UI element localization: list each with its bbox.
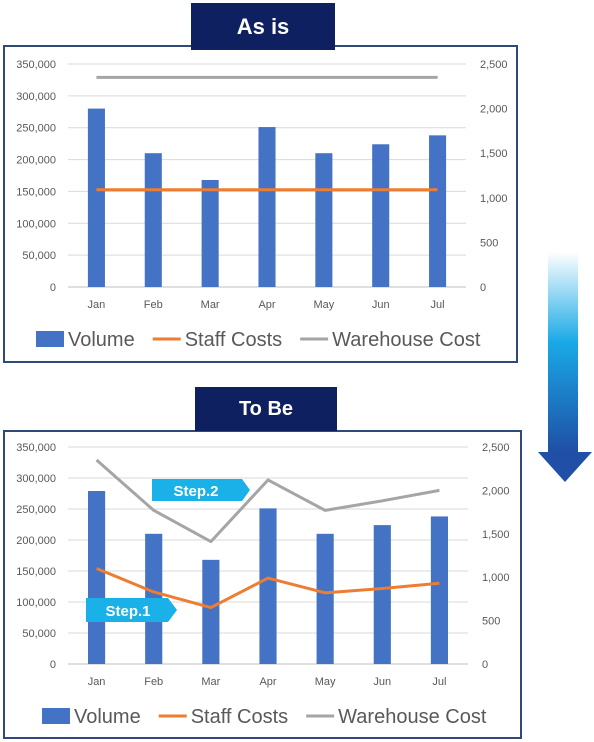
as-is-banner: As is (191, 3, 335, 50)
volume-bar (258, 127, 276, 287)
legend-label: Warehouse Cost (338, 706, 487, 728)
legend: Volume Staff Costs Warehouse Cost (36, 329, 481, 351)
x-tick-label: Apr (259, 676, 276, 688)
y2-tick-label: 1,000 (482, 572, 510, 584)
y2-tick-label: 2,000 (480, 104, 508, 116)
x-tick-label: Mar (201, 676, 220, 688)
y2-tick-label: 1,500 (482, 529, 510, 541)
y-tick-label: 350,000 (16, 59, 56, 71)
y-tick-label: 250,000 (16, 504, 56, 516)
x-tick-label: Jan (88, 676, 106, 688)
legend-label: Volume (74, 706, 141, 728)
volume-bar (373, 525, 391, 664)
y2-tick-label: 0 (480, 282, 486, 294)
y-tick-label: 300,000 (16, 473, 56, 485)
legend-swatch (42, 708, 70, 724)
legend-label: Volume (68, 329, 135, 351)
y2-tick-label: 2,500 (480, 59, 508, 71)
x-tick-label: Feb (144, 676, 163, 688)
x-tick-label: Jul (431, 299, 445, 311)
volume-bar (202, 559, 220, 664)
down-arrow-icon (538, 252, 592, 482)
x-tick-label: Jun (373, 676, 391, 688)
volume-bar (315, 153, 333, 287)
x-tick-label: Jul (432, 676, 446, 688)
volume-bar (145, 533, 163, 664)
x-tick-label: Mar (201, 299, 220, 311)
y-tick-label: 0 (50, 659, 56, 671)
volume-bar (372, 144, 390, 287)
staff-costs-line (96, 567, 440, 610)
x-tick-label: May (315, 676, 336, 688)
legend-label: Staff Costs (191, 706, 288, 728)
warehouse-cost-line (95, 458, 440, 544)
y-tick-label: 100,000 (16, 597, 56, 609)
x-tick-label: Feb (144, 299, 163, 311)
as-is-chart: 0 50,000 100,000 150,000 200,000 250,000 300,0… (16, 59, 508, 351)
y2-tick-label: 2,500 (482, 442, 510, 454)
volume-bar (429, 135, 447, 287)
y-tick-label: 0 (50, 282, 56, 294)
y-tick-label: 50,000 (22, 628, 56, 640)
volume-bar (88, 491, 106, 664)
legend: Volume Staff Costs Warehouse Cost (42, 706, 487, 728)
y-tick-label: 50,000 (22, 250, 56, 262)
volume-bar (144, 153, 162, 287)
y2-tick-label: 500 (480, 237, 498, 249)
y-tick-label: 250,000 (16, 123, 56, 135)
y-tick-label: 150,000 (16, 186, 56, 198)
volume-bar (259, 508, 277, 664)
y-tick-label: 100,000 (16, 218, 56, 230)
volume-bar (87, 108, 105, 287)
volume-bar (316, 533, 334, 664)
legend-label: Staff Costs (185, 329, 282, 351)
to-be-chart: 0 50,000 100,000 150,000 200,000 250,000 300,0… (16, 442, 510, 728)
y2-tick-label: 1,500 (480, 148, 508, 160)
x-tick-label: Jun (372, 299, 390, 311)
y-tick-label: 200,000 (16, 155, 56, 167)
x-tick-label: May (313, 299, 334, 311)
legend-label: Warehouse Cost (332, 329, 481, 351)
y-tick-label: 150,000 (16, 566, 56, 578)
y2-tick-label: 500 (482, 616, 500, 628)
y2-tick-label: 1,000 (480, 193, 508, 205)
x-tick-label: Apr (258, 299, 275, 311)
volume-bar (201, 179, 219, 287)
to-be-banner: To Be (195, 387, 337, 431)
y-tick-label: 350,000 (16, 442, 56, 454)
to-be-chart-panel: 0 50,000 100,000 150,000 200,000 250,000 300,0… (3, 430, 522, 739)
y-tick-label: 300,000 (16, 91, 56, 103)
y2-tick-label: 0 (482, 659, 488, 671)
y2-tick-label: 2,000 (482, 485, 510, 497)
legend-swatch (36, 331, 64, 347)
as-is-chart-panel: 0 50,000 100,000 150,000 200,000 250,000 300,0… (3, 45, 518, 363)
x-tick-label: Jan (88, 299, 106, 311)
y-tick-label: 200,000 (16, 535, 56, 547)
volume-bar (430, 516, 448, 664)
